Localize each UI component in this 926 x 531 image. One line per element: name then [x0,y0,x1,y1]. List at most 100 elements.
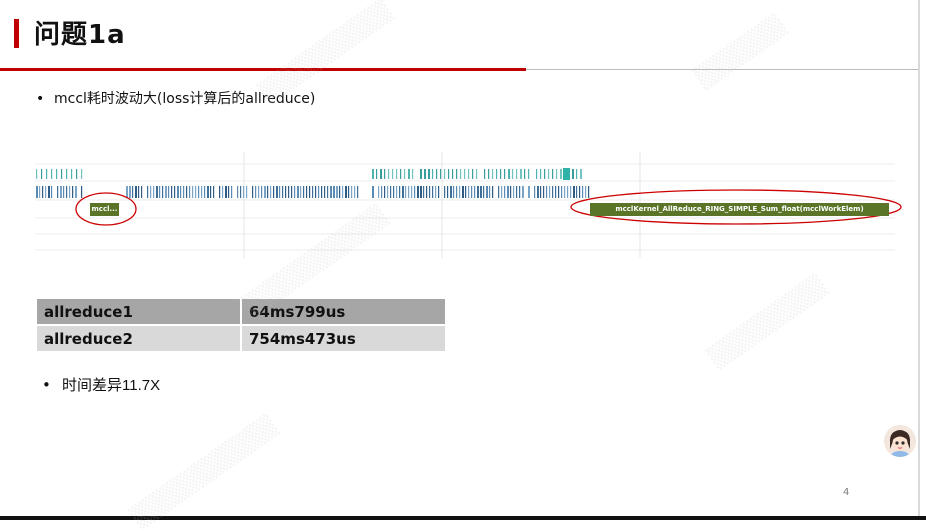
kernel-bar-long[interactable]: mcclKernel_AllReduce_RING_SIMPLE_Sum_flo… [590,203,889,216]
profiler-timeline [35,152,902,258]
timeline-kernel-tick [321,186,323,198]
timeline-kernel-tick [306,186,308,198]
timeline-kernel-tick [486,186,488,198]
timeline-kernel-tick [528,169,530,179]
timeline-kernel-tick [408,186,410,198]
timeline-kernel-tick [440,169,442,179]
timeline-kernel-tick [484,169,486,179]
timeline-kernel-tick [483,186,485,198]
timeline-kernel-tick [71,169,73,179]
timeline-kernel-tick [496,169,498,179]
bottom-bar [0,516,926,520]
timeline-kernel-tick [222,186,224,198]
timeline-kernel-tick [456,186,458,198]
timeline-kernel-tick [400,169,402,179]
timeline-kernel-tick [204,186,206,198]
kernel-bar-short[interactable]: mccl... [90,203,119,216]
timeline-kernel-tick [468,169,470,179]
timeline-kernel-tick [472,169,474,179]
timeline-kernel-tick [150,186,152,198]
timeline-kernel-tick [63,186,65,198]
timeline-kernel-tick [201,186,203,198]
timeline-kernel-tick [342,186,344,198]
timeline-kernel-tick [294,186,296,198]
timeline-kernel-tick [444,169,446,179]
timeline-kernel-tick [498,186,500,198]
timeline-kernel-tick [41,169,43,179]
timeline-kernel-tick [186,186,188,198]
watermark: ▒▒▒▒▒▒▒▒▒▒ [128,413,282,531]
timeline-kernel-tick [174,186,176,198]
timeline-kernel-tick [556,169,558,179]
timeline-kernel-tick [36,186,38,198]
timeline-kernel-tick [477,186,479,198]
timeline-kernel-tick [555,186,557,198]
slide-edge [918,0,920,520]
watermark: ▒▒▒▒▒▒ [692,13,790,92]
bullet-2-text: 时间差异 [62,376,123,394]
timeline-kernel-tick [357,186,359,198]
timeline-kernel-tick [285,186,287,198]
timeline-kernel-tick [570,186,572,198]
timeline-kernel-tick [408,169,410,179]
timeline-kernel-tick [460,169,462,179]
timeline-kernel-tick [411,186,413,198]
timeline-kernel-tick [66,169,68,179]
avatar-icon[interactable] [884,425,916,457]
timeline-kernel-tick [528,186,530,198]
timeline-kernel-tick [273,186,275,198]
timeline-kernel-tick [180,186,182,198]
timeline-kernel-tick [228,186,230,198]
timeline-kernel-tick [552,186,554,198]
timeline-kernel-tick [51,169,53,179]
timeline-kernel-tick [372,169,374,179]
timeline-kernel-tick [474,186,476,198]
timeline-kernel-tick [432,169,434,179]
timeline-kernel-tick [297,186,299,198]
timeline-kernel-tick [462,186,464,198]
timeline-kernel-tick [448,169,450,179]
timeline-kernel-tick [45,186,47,198]
timeline-kernel-tick [264,186,266,198]
timeline-kernel-ticks [36,168,590,198]
timeline-kernel-tick [429,186,431,198]
timeline-kernel-tick [510,186,512,198]
timeline-kernel-tick [348,186,350,198]
timeline-kernel-tick [568,169,570,179]
timeline-kernel-tick [219,186,221,198]
timeline-kernel-tick [513,186,515,198]
timeline-kernel-tick [66,186,68,198]
timeline-kernel-tick [225,186,227,198]
slide-title: 问题1a [34,20,126,50]
timeline-kernel-tick [452,169,454,179]
timeline-kernel-tick [147,186,149,198]
timeline-kernel-tick [138,186,140,198]
timeline-kernel-tick [384,169,386,179]
timeline-kernel-tick [76,169,78,179]
timeline-kernel-tick [536,169,538,179]
timeline-kernel-tick [388,169,390,179]
timeline-kernel-tick [579,186,581,198]
timeline-kernel-tick [261,186,263,198]
timeline-kernel-tick [396,186,398,198]
timeline-kernel-tick [476,169,478,179]
timeline-kernel-tick [417,186,419,198]
timeline-kernel-tick [402,186,404,198]
timeline-kernel-tick [252,186,254,198]
timeline-kernel-tick [267,186,269,198]
timeline-kernel-tick [51,186,53,198]
timeline-kernel-tick [339,186,341,198]
timeline-kernel-tick [516,186,518,198]
timeline-kernel-tick [345,186,347,198]
timeline-kernel-tick [312,186,314,198]
timeline-kernel-tick [300,186,302,198]
timeline-kernel-tick [81,186,83,198]
timeline-kernel-tick [372,186,374,198]
timeline-kernel-tick [580,169,582,179]
timeline-kernel-tick [195,186,197,198]
timeline-kernel-tick [488,169,490,179]
timeline-kernel-tick [508,169,510,179]
table-row: allreduce2 754ms473us [35,324,447,353]
timeline-kernel-tick [435,186,437,198]
timeline-kernel-tick [414,186,416,198]
